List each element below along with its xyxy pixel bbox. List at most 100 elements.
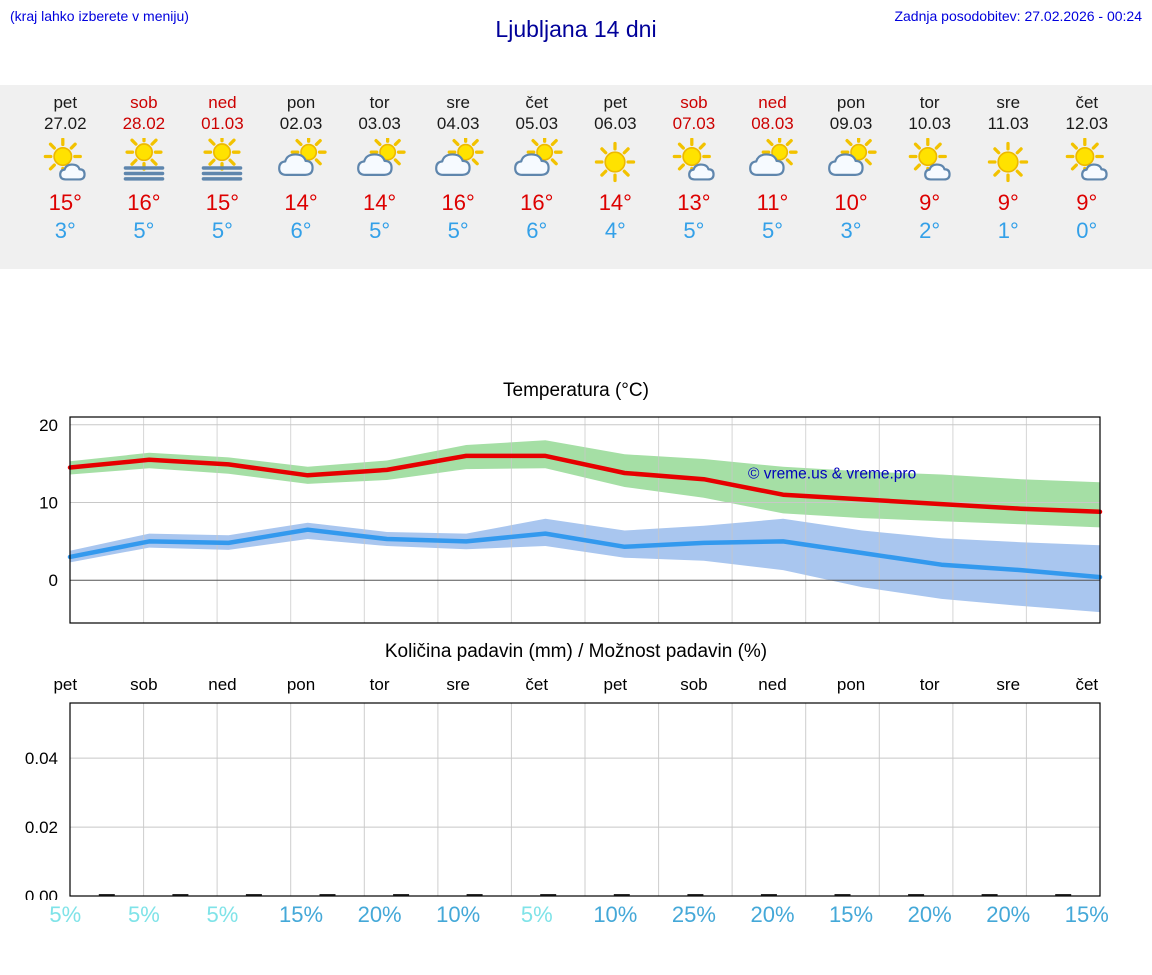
day-high-temp: 9°	[997, 190, 1019, 215]
day-high-temp: 14°	[598, 190, 632, 215]
precip-chart-title: Količina padavin (mm) / Možnost padavin …	[384, 641, 768, 662]
forecast-day-column: ned 08.03 11° 5°	[733, 85, 812, 269]
day-date: 01.03	[201, 114, 244, 133]
precip-probability-value: 20%	[986, 902, 1031, 927]
sun-cloud-icon	[419, 137, 498, 187]
sun-small-cloud-icon	[655, 137, 734, 187]
precip-bar	[1055, 894, 1072, 896]
day-low-temp: 1°	[997, 218, 1019, 243]
forecast-day-column: čet 05.03 16° 6°	[497, 85, 576, 269]
sun-cloud-icon	[340, 137, 419, 187]
day-date: 02.03	[279, 114, 323, 133]
y-tick-label: 0	[49, 571, 58, 590]
day-date: 28.02	[122, 114, 166, 133]
sun-icon	[576, 137, 655, 187]
precipitation-chart: 0.00 0.02 0.04	[25, 702, 1101, 900]
precip-probability-value: 5%	[127, 902, 160, 927]
temperature-chart: 0 10 20 © vreme.us & vreme.pro	[39, 416, 1103, 624]
precip-bar	[393, 894, 410, 896]
sun-cloud-icon	[733, 137, 812, 187]
forecast-day-column: sob 28.02 16° 5°	[105, 85, 184, 269]
day-high-temp: 13°	[677, 190, 711, 215]
day-date: 05.03	[515, 114, 559, 133]
day-high-temp: 9°	[919, 190, 941, 215]
precip-day-label: sob	[680, 675, 708, 694]
day-name: tor	[369, 93, 390, 112]
sun-cloud-icon	[262, 137, 341, 187]
day-high-temp: 16°	[127, 190, 161, 215]
day-low-temp: 5°	[683, 218, 705, 243]
forecast-day-column: pet 06.03 14° 4°	[576, 85, 655, 269]
icon-canvas	[435, 138, 484, 176]
y-tick-label: 10	[39, 494, 58, 513]
forecast-day-column: tor 10.03 9° 2°	[890, 85, 969, 269]
temperature-chart-title: Temperatura (°C)	[503, 380, 649, 401]
day-low-temp: 6°	[526, 218, 548, 243]
min-temp-range	[70, 518, 1100, 613]
plot-frame	[69, 702, 1101, 897]
max-temp-line	[67, 453, 1103, 515]
day-date: 12.03	[1065, 114, 1109, 133]
forecast-day-column: čet 12.03 9° 0°	[1048, 85, 1127, 269]
day-low-temp: 0°	[1076, 218, 1098, 243]
icon-canvas	[988, 141, 1029, 183]
day-name: pon	[836, 93, 866, 112]
day-high-temp: 14°	[284, 190, 318, 215]
y-tick-label: 20	[39, 416, 58, 435]
precip-bar	[981, 894, 998, 896]
sun-small-cloud-icon	[890, 137, 969, 187]
day-high-temp: 14°	[362, 190, 397, 215]
precip-day-label: pon	[286, 675, 316, 694]
icon-canvas	[356, 138, 406, 176]
precip-probability-value: 20%	[907, 902, 952, 927]
precip-probability-value: 5%	[520, 902, 553, 927]
forecast-day-column: pon 09.03 10° 3°	[812, 85, 891, 269]
y-tick-label: 0.02	[25, 818, 58, 837]
precip-probability-value: 10%	[593, 902, 638, 927]
precip-bar	[908, 894, 925, 896]
day-low-temp: 5°	[211, 218, 233, 243]
icon-canvas	[749, 138, 799, 176]
day-high-temp: 10°	[834, 190, 868, 215]
precip-day-label: čet	[1075, 675, 1099, 694]
precip-probability-labels: 5% 5% 5% 15% 20% 10% 5% 10% 25% 20% 15% 20% 20% 15%	[0, 902, 1152, 928]
y-tick-label: 0.04	[25, 749, 58, 768]
day-low-temp: 3°	[840, 218, 862, 243]
day-low-temp: 5°	[133, 218, 155, 243]
day-name: pon	[286, 93, 316, 112]
forecast-day-column: ned 01.03 15° 5°	[183, 85, 262, 269]
day-date: 09.03	[829, 114, 873, 133]
precip-bar	[760, 894, 777, 896]
day-name: pet	[603, 93, 628, 112]
precip-bar	[540, 894, 557, 896]
forecast-day-column: sre 04.03 16° 5°	[419, 85, 498, 269]
precip-bar	[613, 894, 630, 896]
day-high-temp: 16°	[441, 190, 475, 215]
page-title: Ljubljana 14 dni	[495, 16, 657, 42]
day-date: 08.03	[751, 114, 794, 133]
day-date: 11.03	[987, 114, 1029, 133]
day-low-temp: 5°	[447, 218, 469, 243]
plot-frame	[69, 416, 1101, 624]
min-temp-line	[67, 527, 1103, 580]
day-name: ned	[758, 93, 787, 112]
precip-probability-value: 5%	[49, 902, 82, 927]
precip-day-label: pet	[603, 675, 628, 694]
precip-probability-value: 5%	[206, 902, 239, 927]
max-temp-range	[70, 440, 1100, 528]
precip-day-label: ned	[208, 675, 237, 694]
icon-canvas	[672, 138, 715, 181]
precip-day-label: sre	[446, 675, 470, 694]
forecast-day-column: tor 03.03 14° 5°	[340, 85, 419, 269]
precip-day-label: tor	[919, 675, 940, 694]
icon-canvas	[44, 138, 86, 181]
precip-probability-value: 20%	[357, 902, 402, 927]
day-low-temp: 2°	[919, 218, 941, 243]
last-updated: Zadnja posodobitev: 27.02.2026 - 00:24	[894, 8, 1142, 24]
day-high-temp: 15°	[48, 190, 82, 215]
precip-day-label: sob	[130, 675, 158, 694]
day-high-temp: 16°	[520, 190, 554, 215]
precip-probability-value: 15%	[279, 902, 324, 927]
day-date: 10.03	[908, 114, 951, 133]
precip-day-label: čet	[525, 675, 549, 694]
